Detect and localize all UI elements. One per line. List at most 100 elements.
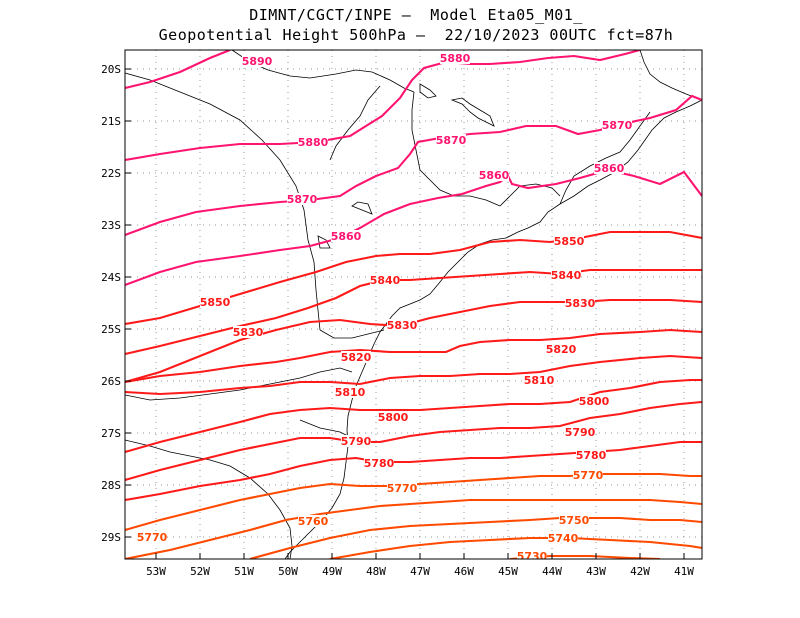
contour-label-5870: 5870 bbox=[602, 119, 633, 132]
contour-label-5800: 5800 bbox=[579, 395, 610, 408]
contour-label-bg bbox=[551, 269, 581, 281]
contour-line-5790 bbox=[125, 400, 702, 482]
contour-label-bg bbox=[378, 411, 408, 423]
lon-tick-label: 45W bbox=[498, 565, 518, 578]
map-title-line-2: Geopotential Height 500hPa – 22/10/2023 … bbox=[158, 26, 674, 44]
lat-tick-label: 26S bbox=[101, 375, 121, 388]
lon-tick-label: 48W bbox=[366, 565, 386, 578]
lon-tick-label: 42W bbox=[630, 565, 650, 578]
contour-label-5890: 5890 bbox=[242, 55, 273, 68]
contour-label-5860: 5860 bbox=[331, 230, 362, 243]
contour-label-5830: 5830 bbox=[387, 319, 418, 332]
contour-label-bg bbox=[479, 169, 509, 181]
coastline-north bbox=[639, 50, 702, 101]
contour-label-bg bbox=[436, 134, 466, 146]
lon-tick-label: 49W bbox=[322, 565, 342, 578]
contour-label-5850: 5850 bbox=[554, 235, 585, 248]
lon-tick-label: 43W bbox=[586, 565, 606, 578]
state-border-2 bbox=[319, 329, 385, 339]
contour-line-5850 bbox=[125, 230, 702, 326]
lon-tick-label: 46W bbox=[454, 565, 474, 578]
contour-label-bg bbox=[602, 119, 632, 131]
lon-tick-label: 53W bbox=[146, 565, 166, 578]
contour-label-5730: 5730 bbox=[517, 550, 548, 563]
map-title-line-1: DIMNT/CGCT/INPE – Model Eta05_M01_ bbox=[249, 6, 583, 24]
contour-label-bg bbox=[335, 386, 365, 398]
contour-label-bg bbox=[341, 435, 371, 447]
contour-label-5770: 5770 bbox=[387, 482, 418, 495]
lon-tick-label: 50W bbox=[278, 565, 298, 578]
contour-label-5760: 5760 bbox=[298, 515, 329, 528]
state-border-5 bbox=[299, 419, 349, 437]
contour-label-bg bbox=[331, 230, 361, 242]
contour-label-5810: 5810 bbox=[335, 386, 366, 399]
lake-1 bbox=[450, 97, 495, 127]
contour-label-5870: 5870 bbox=[436, 134, 467, 147]
contour-label-5860: 5860 bbox=[594, 162, 625, 175]
contour-label-5880: 5880 bbox=[440, 52, 471, 65]
contour-label-bg bbox=[546, 343, 576, 355]
contour-label-bg bbox=[298, 515, 328, 527]
contour-line-5750 bbox=[249, 516, 702, 559]
contour-line-5780 bbox=[125, 440, 702, 502]
state-border-8 bbox=[559, 111, 651, 205]
contour-label-bg bbox=[517, 550, 547, 559]
state-border-9 bbox=[499, 183, 561, 207]
lat-tick-label: 22S bbox=[101, 167, 121, 180]
coastline-borders bbox=[125, 50, 702, 559]
contour-label-5750: 5750 bbox=[559, 514, 590, 527]
coastline bbox=[284, 99, 702, 559]
contour-label-5770: 5770 bbox=[573, 469, 604, 482]
contour-label-bg bbox=[370, 274, 400, 286]
contour-label-5790: 5790 bbox=[565, 426, 596, 439]
contour-label-bg bbox=[554, 235, 584, 247]
contour-label-5830: 5830 bbox=[233, 326, 264, 339]
contour-label-5780: 5780 bbox=[576, 449, 607, 462]
contour-line-5840 bbox=[125, 268, 702, 356]
contour-line-5820 bbox=[125, 328, 702, 384]
contour-label-5850: 5850 bbox=[200, 296, 231, 309]
contour-label-bg bbox=[287, 193, 317, 205]
lat-tick-label: 27S bbox=[101, 427, 121, 440]
contour-label-bg bbox=[387, 319, 417, 331]
contour-line-5860 bbox=[125, 168, 702, 286]
lon-tick-label: 51W bbox=[234, 565, 254, 578]
contour-label-5820: 5820 bbox=[546, 343, 577, 356]
contour-label-bg bbox=[137, 531, 167, 543]
contour-label-bg bbox=[341, 351, 371, 363]
contour-label-bg bbox=[242, 55, 272, 67]
lon-tick-label: 52W bbox=[190, 565, 210, 578]
state-border-7 bbox=[411, 91, 501, 207]
plot-frame bbox=[124, 49, 703, 560]
contour-label-bg bbox=[548, 532, 578, 544]
lake-2 bbox=[351, 201, 373, 215]
contour-line-5740 bbox=[329, 536, 702, 559]
contour-label-5790: 5790 bbox=[341, 435, 372, 448]
contour-label-bg bbox=[565, 297, 595, 309]
contour-label-bg bbox=[233, 326, 263, 338]
state-border-1 bbox=[125, 72, 321, 331]
contour-label-bg bbox=[364, 457, 394, 469]
contour-label-5770: 5770 bbox=[137, 531, 168, 544]
contour-label-bg bbox=[440, 52, 470, 64]
contour-label-bg bbox=[387, 482, 417, 494]
lon-tick-label: 47W bbox=[410, 565, 430, 578]
lat-tick-label: 25S bbox=[101, 323, 121, 336]
lat-tick-label: 20S bbox=[101, 63, 121, 76]
contour-line-5810 bbox=[125, 354, 702, 396]
state-border-10 bbox=[329, 85, 381, 161]
contour-label-5840: 5840 bbox=[551, 269, 582, 282]
lagoon bbox=[419, 83, 437, 99]
contour-line-5890 bbox=[125, 50, 231, 90]
lat-tick-label: 23S bbox=[101, 219, 121, 232]
contour-label-5860: 5860 bbox=[479, 169, 510, 182]
contour-label-bg bbox=[298, 136, 328, 148]
map-axes: 53W 52W 51W 50W 49W 48W 47W 46W 45W 44W 43W 42W 41W 2… bbox=[101, 63, 694, 578]
contour-label-bg bbox=[524, 374, 554, 386]
contour-label-bg bbox=[594, 162, 624, 174]
contour-label-bg bbox=[573, 469, 603, 481]
contour-label-bg bbox=[579, 395, 609, 407]
contour-label-5740: 5740 bbox=[548, 532, 579, 545]
contour-line-5880 bbox=[125, 50, 641, 162]
